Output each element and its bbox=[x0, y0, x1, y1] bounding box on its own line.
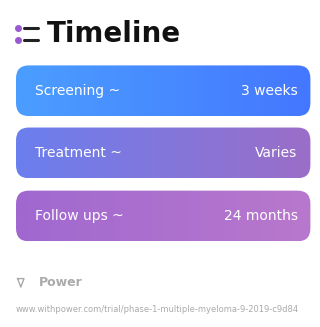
Text: www.withpower.com/trial/phase-1-multiple-myeloma-9-2019-c9d84: www.withpower.com/trial/phase-1-multiple… bbox=[16, 304, 299, 314]
Text: Power: Power bbox=[38, 276, 82, 289]
Text: Treatment ~: Treatment ~ bbox=[35, 146, 122, 160]
Text: 24 months: 24 months bbox=[224, 209, 298, 223]
Text: Follow ups ~: Follow ups ~ bbox=[35, 209, 124, 223]
Text: Varies: Varies bbox=[255, 146, 298, 160]
Text: Screening ~: Screening ~ bbox=[35, 84, 120, 98]
Text: Timeline: Timeline bbox=[46, 20, 180, 48]
Text: 3 weeks: 3 weeks bbox=[241, 84, 298, 98]
